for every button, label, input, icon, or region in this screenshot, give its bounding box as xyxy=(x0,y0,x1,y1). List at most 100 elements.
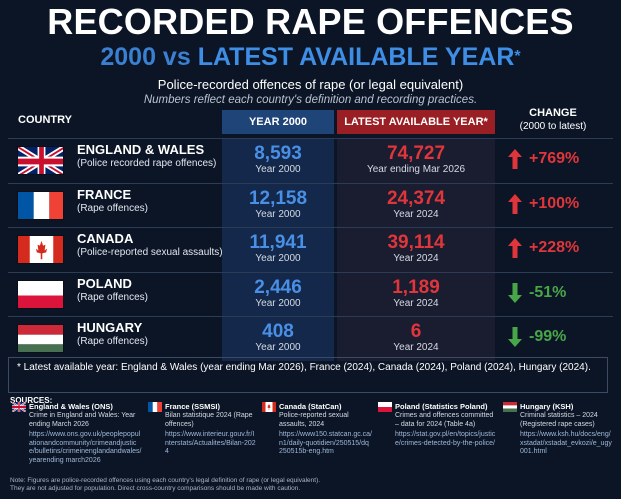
source-name: France (SSMSI) xyxy=(165,401,221,411)
subtitle-star: * xyxy=(514,48,521,65)
source-desc: Criminal statistics – 2024 (Registered r… xyxy=(520,412,598,428)
value-2000: 2,446 xyxy=(254,276,302,298)
country-name: ENGLAND & WALES xyxy=(77,142,205,157)
disclaimer-line-1: Note: Figures are police-recorded offenc… xyxy=(10,477,321,484)
country-definition: (Rape offences) xyxy=(77,336,148,347)
footnote-box: * Latest available year: England & Wales… xyxy=(8,357,608,393)
source-desc: Crime in England and Wales: Year ending … xyxy=(29,412,136,428)
uk-flag-icon xyxy=(17,146,64,175)
source-url[interactable]: https://www.ons.gov.uk/peoplepopulationa… xyxy=(29,431,142,464)
arrow-up-icon xyxy=(508,238,522,258)
arrow-down-icon xyxy=(508,327,522,347)
change-cell: +100% xyxy=(508,192,613,220)
country-name: HUNGARY xyxy=(77,320,143,335)
year-2000-label: Year 2000 xyxy=(255,297,301,309)
value-latest: 39,114 xyxy=(387,232,445,253)
subtitle-part-a: 2000 vs xyxy=(100,43,191,71)
value-2000: 12,158 xyxy=(248,187,308,209)
latest-year-label: Year 2024 xyxy=(393,253,439,264)
change-percent: +769% xyxy=(529,150,580,167)
year-2000-cell: 408 Year 2000 xyxy=(222,317,334,361)
definition-note: Numbers reflect each country's definitio… xyxy=(143,94,478,106)
disclaimer-line-2: They are not adjusted for population. Di… xyxy=(10,485,301,492)
column-header-latest-year: LATEST AVAILABLE YEAR* xyxy=(337,110,495,134)
page-subtitle: 2000 vs LATEST AVAILABLE YEAR* xyxy=(0,43,621,71)
poland-flag-icon xyxy=(17,279,64,309)
source-france-flag-icon xyxy=(148,402,162,412)
column-header-change: CHANGE (2000 to latest) xyxy=(498,107,608,133)
source-name: Canada (StatCan) xyxy=(279,401,342,411)
country-definition: (Police-reported sexual assaults) xyxy=(77,247,223,258)
source-name: England & Wales (ONS) xyxy=(29,401,113,411)
description: Police-recorded offences of rape (or leg… xyxy=(157,77,464,92)
country-name: POLAND xyxy=(77,275,132,291)
hungary-flag-icon xyxy=(17,324,64,353)
country-definition: (Police recorded rape offences) xyxy=(77,158,217,169)
country-name: FRANCE xyxy=(77,186,132,202)
value-2000: 8,593 xyxy=(254,143,302,164)
source-item: Poland (Statistics Poland) Crimes and off… xyxy=(378,402,496,448)
year-2000-cell: 12,158 Year 2000 xyxy=(222,183,334,228)
source-item: Canada (StatCan) Police-reported sexual a… xyxy=(262,402,372,457)
year-2000-cell: 8,593 Year 2000 xyxy=(222,139,334,183)
table-row: ENGLAND & WALES (Police recorded rape off… xyxy=(8,138,613,183)
subtitle-part-b: LATEST AVAILABLE YEAR xyxy=(197,43,515,71)
change-header-sub: (2000 to latest) xyxy=(519,121,587,132)
latest-year-label: Year 2024 xyxy=(393,342,439,353)
latest-year-label: Year 2024 xyxy=(393,208,439,220)
change-cell: +228% xyxy=(508,236,613,264)
source-url[interactable]: https://www.ksh.hu/docs/eng/xstadat/xsta… xyxy=(520,431,612,456)
change-percent: +100% xyxy=(529,194,580,212)
source-item: Hungary (KSH) Criminal statistics – 2024 … xyxy=(503,402,613,457)
latest-year-cell: 74,727 Year ending Mar 2026 xyxy=(337,139,495,183)
source-name: Poland (Statistics Poland) xyxy=(395,401,488,411)
latest-year-cell: 39,114 Year 2024 xyxy=(337,228,495,272)
year-2000-cell: 11,941 Year 2000 xyxy=(222,228,334,272)
change-percent: -51% xyxy=(529,283,567,301)
source-uk-flag-icon xyxy=(12,402,26,412)
year-2000-cell: 2,446 Year 2000 xyxy=(222,272,334,317)
disclaimer: Note: Figures are police-recorded offenc… xyxy=(10,477,320,493)
sources-heading: SOURCES: xyxy=(10,396,53,405)
source-canada-flag-icon xyxy=(262,402,276,412)
year-2000-label: Year 2000 xyxy=(255,208,301,220)
column-header-year-2000: YEAR 2000 xyxy=(222,110,334,134)
source-poland-flag-icon xyxy=(378,402,392,412)
value-latest: 6 xyxy=(410,321,422,342)
source-item: England & Wales (ONS) Crime in England an… xyxy=(12,402,142,465)
column-header-country: COUNTRY xyxy=(18,114,72,126)
source-desc: Crimes and offences committed – data for… xyxy=(395,412,494,428)
table-row: FRANCE (Rape offences) 12,158 Year 2000 24,3… xyxy=(8,182,613,228)
arrow-up-icon xyxy=(508,193,522,214)
source-name: Hungary (KSH) xyxy=(520,401,574,411)
latest-year-cell: 1,189 Year 2024 xyxy=(337,272,495,317)
page-title: RECORDED RAPE OFFENCES xyxy=(47,1,574,42)
source-url[interactable]: https://www.interieur.gouv.fr/Interstats… xyxy=(165,431,256,456)
country-definition: (Rape offences) xyxy=(77,202,148,214)
source-desc: Bilan statistique 2024 (Rape offences) xyxy=(165,412,253,428)
canada-flag-icon xyxy=(17,235,64,264)
value-latest: 1,189 xyxy=(392,276,440,298)
source-url[interactable]: https://www150.statcan.gc.ca/n1/daily-qu… xyxy=(279,431,372,456)
change-percent: +228% xyxy=(529,239,580,256)
source-desc: Police-reported sexual assaults, 2024 xyxy=(279,412,349,428)
value-latest: 24,374 xyxy=(386,187,446,209)
year-2000-label: Year 2000 xyxy=(255,342,301,353)
change-cell: -51% xyxy=(508,281,613,309)
france-flag-icon xyxy=(17,190,64,220)
source-hungary-flag-icon xyxy=(503,402,517,412)
arrow-down-icon xyxy=(508,282,522,303)
table-row: CANADA (Police-reported sexual assaults) 1… xyxy=(8,227,613,272)
value-2000: 408 xyxy=(262,321,294,342)
change-header-label: CHANGE xyxy=(529,107,577,119)
year-2000-label: Year 2000 xyxy=(255,253,301,264)
latest-year-label: Year 2024 xyxy=(393,297,439,309)
arrow-up-icon xyxy=(508,149,522,169)
table-row: HUNGARY (Rape offences) 408 Year 2000 6 Year … xyxy=(8,316,613,361)
year-2000-label: Year 2000 xyxy=(255,164,301,175)
change-cell: +769% xyxy=(508,147,613,175)
source-url[interactable]: https://stat.gov.pl/en/topics/justice/cr… xyxy=(395,431,496,447)
change-cell: -99% xyxy=(508,325,613,353)
source-item: France (SSMSI) Bilan statistique 2024 (Ra… xyxy=(148,402,256,457)
latest-year-cell: 24,374 Year 2024 xyxy=(337,183,495,228)
